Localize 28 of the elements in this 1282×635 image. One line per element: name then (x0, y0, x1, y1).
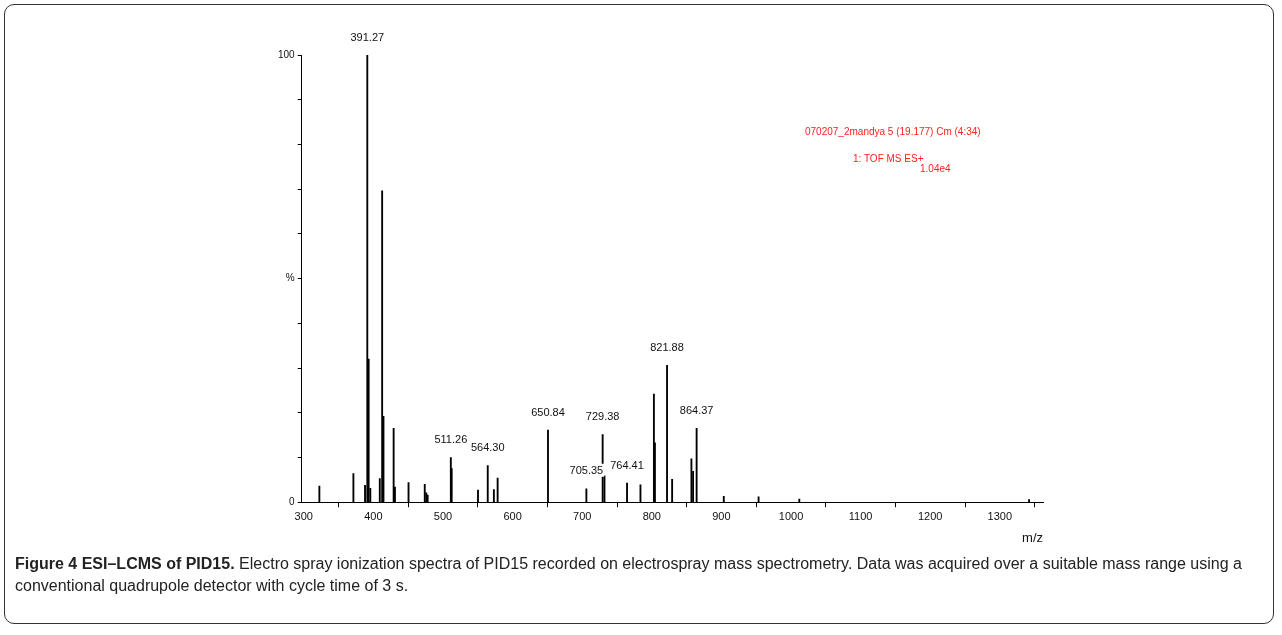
x-tick-label: 1000 (778, 509, 804, 522)
y-tick-label: 0 (289, 495, 296, 507)
text: Figure 4 ESI–LCMS of PID15. (15, 555, 235, 572)
x-tick-label: 1300 (987, 509, 1013, 522)
x-tick-label: 1100 (848, 509, 873, 522)
annotation: 511.26 (434, 433, 468, 446)
y-tick-label: % (285, 272, 295, 284)
x-tick-label: 600 (503, 509, 522, 522)
annotation: 391.27 (350, 30, 385, 43)
x-tick-label: 800 (642, 509, 661, 522)
x-tick-label: 400 (364, 509, 383, 522)
x-axis-title: m/z (1022, 529, 1043, 545)
annotation: 1: TOF MS ES+ (853, 152, 925, 164)
annotation: 705.35 (569, 464, 604, 477)
x-tick-label: 900 (712, 509, 731, 522)
annotation: 564.30 (470, 441, 505, 454)
annotation: 729.38 (585, 410, 620, 423)
annotation: 070207_2mandya 5 (19.177) Cm (4:34) (805, 125, 982, 138)
x-tick-label: 300 (294, 509, 313, 522)
annotation: 1.04e4 (920, 162, 952, 175)
annotation: 821.88 (650, 340, 684, 353)
x-tick-label: 700 (573, 509, 592, 522)
x-tick-label: 500 (433, 509, 453, 522)
annotation: 650.84 (531, 405, 565, 418)
y-tick-label: 100 (278, 48, 296, 60)
annotation: 864.37 (679, 403, 714, 416)
annotation: 764.41 (610, 458, 644, 471)
x-tick-label: 1200 (917, 509, 943, 522)
